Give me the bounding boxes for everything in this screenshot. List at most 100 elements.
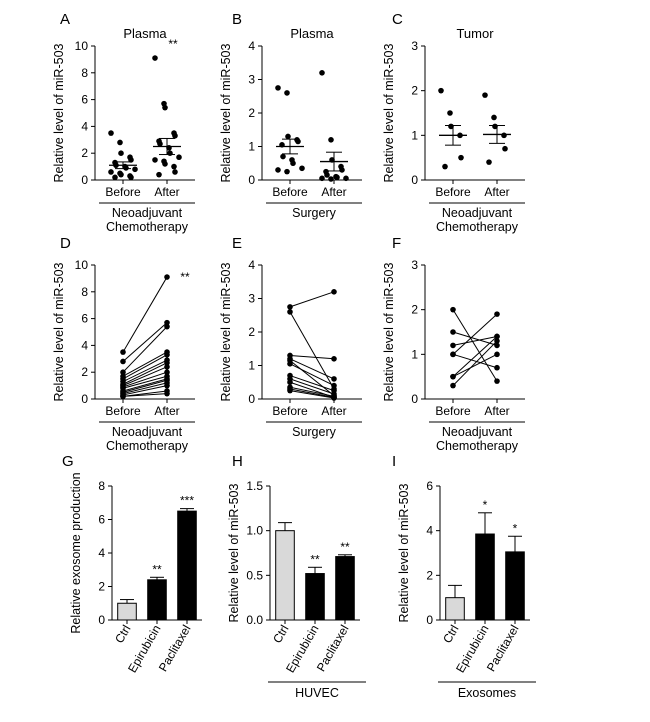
data-point <box>120 358 126 365</box>
data-point <box>152 55 158 61</box>
data-point <box>458 154 464 161</box>
data-point <box>290 160 296 167</box>
data-point <box>280 153 286 160</box>
data-point <box>164 360 170 366</box>
data-point <box>164 390 170 397</box>
y-tick-label: 1.0 <box>246 524 263 538</box>
y-tick-label: 3 <box>411 258 418 272</box>
x-tick-label: Before <box>272 404 308 418</box>
group-label: Surgery <box>292 425 337 439</box>
x-tick-label: After <box>321 185 346 199</box>
x-tick-label: Ctrl <box>440 623 461 646</box>
data-point <box>482 92 488 98</box>
data-point <box>164 364 170 370</box>
panel-letter: F <box>392 235 401 252</box>
data-point <box>331 289 337 295</box>
data-point <box>118 150 124 156</box>
panel-E: E 0 1 2 3 4 Relative level of miR-503 Before Aft… <box>219 235 362 439</box>
y-tick-label: 6 <box>81 93 88 107</box>
panel-letter: D <box>60 235 71 252</box>
group-label: Chemotherapy <box>106 439 189 453</box>
significance-label: ** <box>152 562 162 576</box>
y-axis-label: Relative level of miR-503 <box>219 262 233 401</box>
x-tick-label: After <box>321 404 346 418</box>
bar <box>505 551 525 621</box>
pair-line <box>122 385 168 396</box>
pair-line <box>289 390 335 399</box>
data-point <box>331 382 337 389</box>
y-tick-label: 4 <box>248 39 255 53</box>
data-point <box>287 387 293 394</box>
panel-letter: G <box>62 453 74 470</box>
data-point <box>118 171 124 178</box>
y-tick-label: 2 <box>426 568 433 582</box>
y-tick-label: 8 <box>81 285 88 299</box>
data-point <box>132 166 138 173</box>
significance-label: ** <box>180 270 190 284</box>
pair-line <box>122 379 168 393</box>
data-point <box>285 133 291 140</box>
y-tick-label: 2 <box>98 580 105 594</box>
data-point <box>112 174 118 181</box>
data-point <box>156 171 162 178</box>
y-tick-label: 4 <box>98 546 105 560</box>
y-tick-label: 10 <box>75 258 89 272</box>
y-tick-label: 4 <box>426 524 433 538</box>
panel-letter: H <box>232 453 243 470</box>
y-tick-label: 1 <box>411 347 418 361</box>
panel-F: F 0 1 2 3 Relative level of miR-503 Before Afte… <box>382 235 525 453</box>
pair-line <box>452 309 498 382</box>
pair-line <box>289 375 335 392</box>
pair-line <box>122 371 168 388</box>
pair-line <box>289 358 335 380</box>
data-point <box>331 395 337 401</box>
pair-line <box>289 291 335 308</box>
data-point <box>450 342 456 349</box>
data-point <box>331 376 337 382</box>
y-axis-label: Relative exosome production <box>69 472 83 633</box>
data-point <box>162 104 168 111</box>
x-tick-label: After <box>484 404 509 418</box>
data-point <box>438 87 444 94</box>
data-point <box>128 174 134 181</box>
group-label: Chemotherapy <box>106 220 189 234</box>
group-label: Neoadjuvant <box>442 425 513 439</box>
pair-line <box>289 363 335 387</box>
data-point <box>447 110 453 116</box>
y-tick-label: 10 <box>75 39 89 53</box>
pair-line <box>452 335 498 346</box>
data-point <box>152 157 158 163</box>
bar <box>275 530 295 621</box>
y-tick-label: 4 <box>248 258 255 272</box>
data-point <box>120 369 126 376</box>
y-tick-label: 0 <box>411 173 418 187</box>
data-point <box>450 306 456 313</box>
y-tick-label: 0 <box>98 613 105 627</box>
panel-H: H 0.0 0.5 1.0 1.5 Relative level of miR-503 Ct… <box>227 453 366 700</box>
panel-title: Plasma <box>290 26 334 41</box>
y-tick-label: 2 <box>411 303 418 317</box>
data-point <box>287 361 293 367</box>
data-point <box>494 378 500 384</box>
pair-line <box>122 375 168 389</box>
data-point <box>319 70 325 76</box>
significance-label: * <box>483 498 488 512</box>
pair-line <box>452 313 498 355</box>
pair-line <box>289 388 335 398</box>
data-point <box>157 141 163 147</box>
y-tick-label: 1 <box>411 128 418 142</box>
pair-line <box>122 322 168 362</box>
pair-line <box>452 353 498 378</box>
y-tick-label: 4 <box>81 338 88 352</box>
pair-line <box>452 340 498 386</box>
data-point <box>328 176 334 182</box>
y-tick-label: 4 <box>81 119 88 133</box>
data-point <box>123 165 129 171</box>
panel-title: Plasma <box>123 26 167 41</box>
data-point <box>275 85 281 91</box>
panel-C: C Tumor 0 1 2 3 Relative level of miR-503 Befor… <box>382 11 525 234</box>
panel-A: A Plasma 0 2 4 6 8 10 Relative level of miR-503 B… <box>52 11 195 234</box>
y-tick-label: 2 <box>248 106 255 120</box>
pair-line <box>452 353 498 369</box>
